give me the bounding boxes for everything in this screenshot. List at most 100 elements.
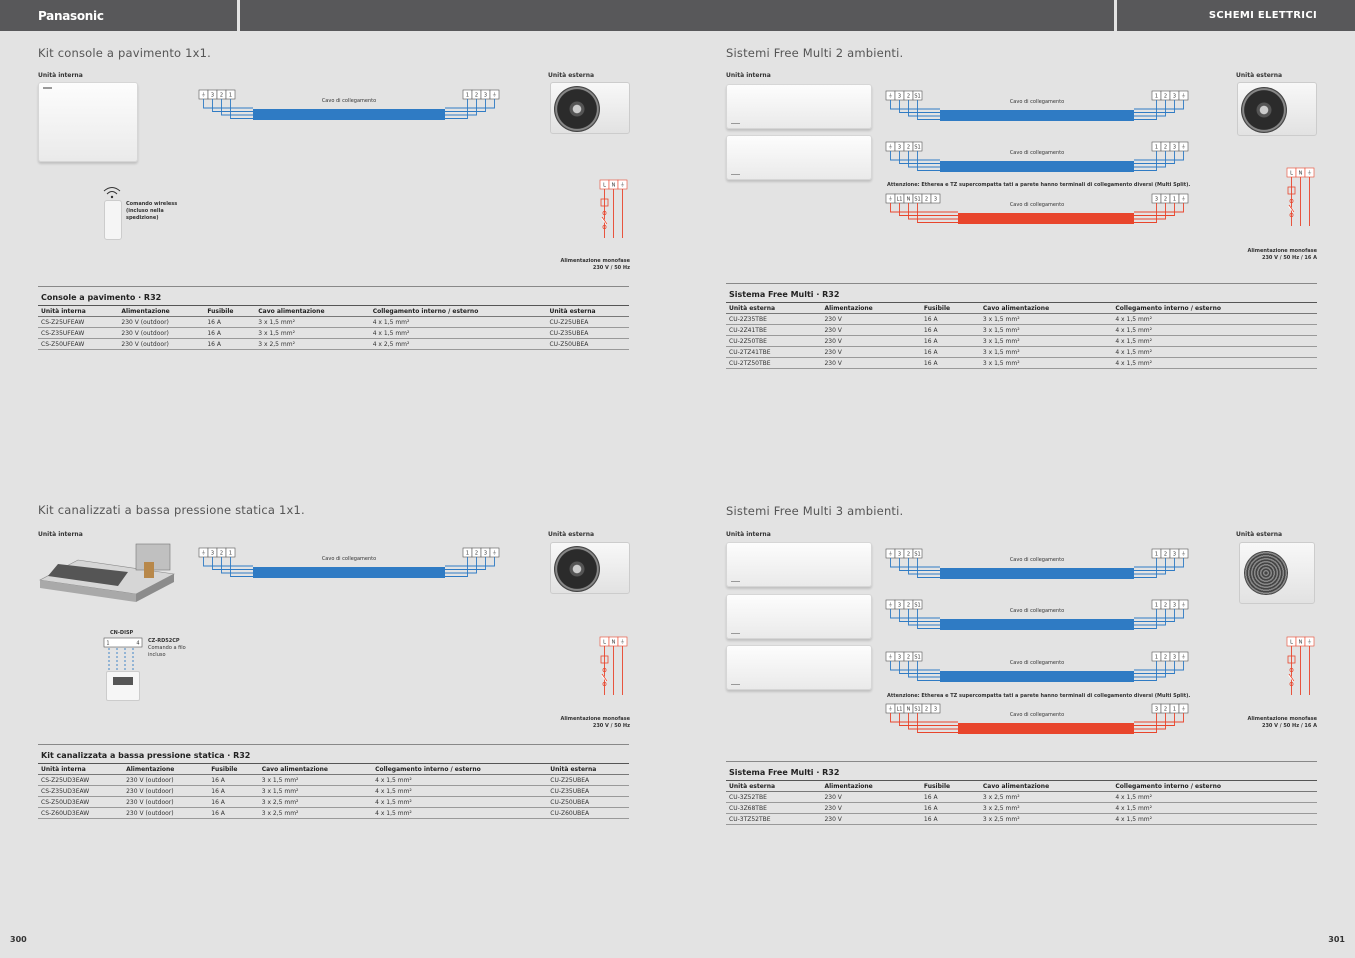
s2-power-diagram: L N ⏚ (1286, 167, 1315, 226)
cable-label: Cavo di collegamento (1010, 557, 1064, 563)
svg-text:2: 2 (1164, 197, 1167, 203)
table-cell: 16 A (204, 316, 256, 328)
svg-text:⏚: ⏚ (201, 92, 206, 99)
svg-text:2: 2 (475, 93, 478, 99)
power-terminal: N (608, 179, 619, 190)
wire (230, 99, 253, 119)
terminal: S1 (912, 90, 923, 101)
table-cell: 16 A (920, 813, 980, 825)
terminal: 3 (207, 547, 218, 558)
table-header-row: Unità esterna Alimentazione Fusibile Cavo a… (726, 302, 1317, 314)
s2-wiring-diagram-1: ⏚ 3 2 S1 1 2 3 ⏚Cavo di collegamento (885, 90, 1189, 121)
svg-text:3: 3 (1155, 707, 1158, 713)
table-cell: 230 V (821, 802, 921, 814)
wire (1134, 151, 1184, 161)
wire (890, 151, 940, 161)
table-cell: CU-Z25UBEA (546, 316, 629, 328)
svg-text:⏚: ⏚ (1307, 639, 1312, 646)
table-cell: 4 x 2,5 mm² (369, 338, 547, 350)
s4-attention-note: Attenzione: Etherea e TZ supercompatta t… (887, 693, 1191, 699)
outdoor-unit-image (1237, 82, 1317, 136)
s2-wiring-diagram-red: ⏚ L1 N S1 2 3 3 2 1 ⏚Cavo di collegamento (885, 193, 1189, 224)
wire (1134, 661, 1157, 681)
terminal: 1 (462, 89, 473, 100)
svg-text:2: 2 (925, 707, 928, 713)
table-cell: 230 V (821, 313, 921, 325)
table-cell: CS-Z60UD3EAW (38, 807, 124, 819)
outdoor-unit-image (550, 82, 630, 134)
table-cell: CS-Z25UD3EAW (38, 774, 124, 786)
console-indoor-unit-image (38, 82, 138, 162)
svg-text:⏚: ⏚ (620, 182, 625, 189)
terminal: 3 (207, 89, 218, 100)
svg-text:1: 1 (1155, 603, 1158, 609)
svg-text:L: L (603, 183, 606, 189)
header-bar: Panasonic SCHEMI ELETTRICI (0, 0, 1355, 31)
power-terminal: L (1286, 636, 1297, 647)
terminal: ⏚ (885, 193, 896, 204)
svg-text:3: 3 (1173, 655, 1176, 661)
s1-title: Kit console a pavimento 1x1. (38, 46, 212, 60)
s4-power-spec: 230 V / 50 Hz / 16 A (1261, 723, 1317, 729)
terminal: 2 (921, 703, 932, 714)
wire (890, 203, 958, 213)
wire (890, 713, 958, 723)
wire (890, 661, 940, 671)
terminal: ⏚ (198, 547, 209, 558)
wire (445, 557, 477, 574)
table-cell: 3 x 1,5 mm² (979, 313, 1113, 325)
column-header: Unità esterna (546, 305, 629, 317)
svg-text:2: 2 (1164, 94, 1167, 100)
svg-text:⏚: ⏚ (1181, 551, 1186, 558)
table-cell: CU-Z60UBEA (547, 807, 629, 819)
terminal: S1 (912, 651, 923, 662)
s2-table: Sistema Free Multi · R32 Unità esterna Ali… (726, 283, 1317, 369)
wireless-signal-icon (101, 184, 123, 199)
table-cell: CU-3Z68TBE (726, 802, 822, 814)
table-cell: CU-Z50UBEA (547, 796, 629, 808)
terminal: 3 (930, 193, 941, 204)
s4-wiring-diagram-2: ⏚ 3 2 S1 1 2 3 ⏚Cavo di collegamento (885, 599, 1189, 630)
s2-indoor-label: Unità interna (726, 72, 771, 79)
svg-text:⏚: ⏚ (620, 639, 625, 646)
s1-outdoor-label: Unità esterna (548, 72, 595, 79)
table-cell: 4 x 1,5 mm² (1112, 791, 1317, 803)
svg-text:2: 2 (925, 197, 928, 203)
column-header: Collegamento interno / esterno (372, 763, 548, 775)
svg-text:⏚: ⏚ (1181, 93, 1186, 100)
terminal: ⏚ (1178, 599, 1189, 610)
table-cell: 230 V (821, 791, 921, 803)
wire (899, 713, 958, 726)
svg-text:3: 3 (898, 145, 901, 151)
table-cell: 4 x 1,5 mm² (1112, 335, 1317, 347)
terminal: 1 (1169, 193, 1180, 204)
svg-text:L: L (603, 640, 606, 646)
terminal: 3 (894, 599, 905, 610)
svg-text:⏚: ⏚ (888, 706, 893, 713)
svg-text:3: 3 (934, 707, 937, 713)
terminal: 2 (1160, 599, 1171, 610)
svg-text:⏚: ⏚ (1181, 602, 1186, 609)
wire (1134, 558, 1166, 575)
svg-text:3: 3 (1173, 552, 1176, 558)
svg-text:S1: S1 (914, 94, 920, 100)
terminal: 3 (1169, 141, 1180, 152)
terminal: 2 (921, 193, 932, 204)
svg-text:1: 1 (466, 551, 469, 557)
wire (1134, 151, 1157, 171)
s2-outdoor-label: Unità esterna (1236, 72, 1283, 79)
table-cell: CU-3Z52TBE (726, 791, 822, 803)
svg-text:⏚: ⏚ (1181, 706, 1186, 713)
svg-text:2: 2 (220, 551, 223, 557)
wire (221, 99, 253, 116)
terminal: 1 (1151, 548, 1162, 559)
wire (899, 151, 940, 164)
table-cell: 3 x 1,5 mm² (979, 335, 1113, 347)
terminal: 1 (1151, 141, 1162, 152)
s2-title: Sistemi Free Multi 2 ambienti. (726, 46, 904, 60)
table-cell: 4 x 1,5 mm² (369, 327, 547, 339)
svg-text:L1: L1 (897, 197, 903, 203)
ducted-indoor-unit-image (38, 542, 176, 604)
